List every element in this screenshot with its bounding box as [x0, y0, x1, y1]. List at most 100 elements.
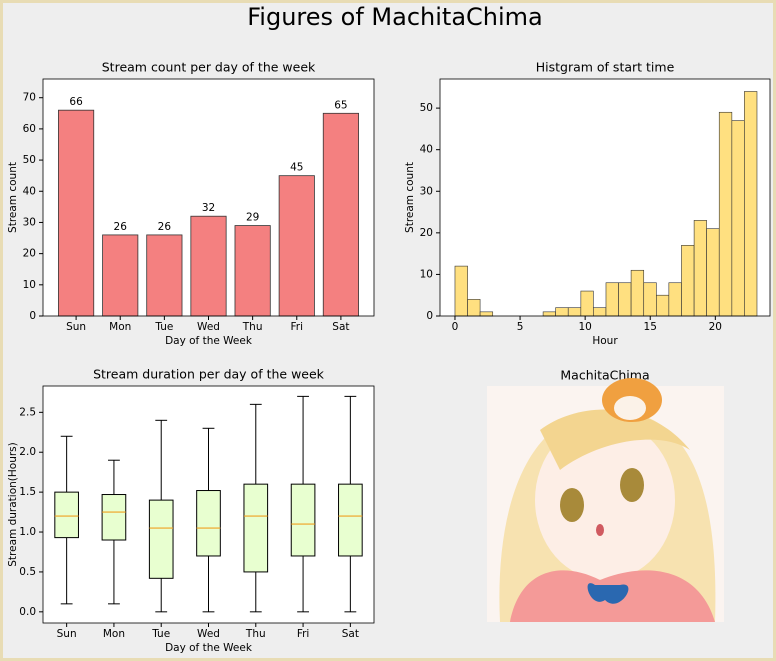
value-label: 45: [290, 162, 303, 174]
y-tick-label: 10: [23, 279, 36, 291]
y-tick-label: 40: [420, 144, 433, 156]
bar: [706, 228, 720, 317]
bar: [58, 109, 95, 317]
box: [148, 499, 174, 579]
y-tick-label: 1.5: [19, 486, 36, 498]
bar: [234, 225, 271, 317]
y-axis-label: Stream duration(Hours): [7, 442, 19, 566]
bar: [190, 215, 227, 317]
axes-frame: [42, 385, 375, 624]
bar: [643, 282, 657, 317]
y-tick-label: 30: [23, 216, 36, 228]
bar: [681, 245, 695, 317]
x-tick-label: Tue: [151, 628, 170, 640]
bar: [102, 234, 139, 317]
bar: [467, 299, 481, 317]
ribbon: [587, 583, 629, 604]
y-tick-label: 30: [420, 185, 433, 197]
chart-title: Stream duration per day of the week: [93, 367, 325, 382]
bar: [668, 282, 682, 317]
x-tick-label: Wed: [197, 321, 220, 333]
y-tick-label: 60: [23, 123, 36, 135]
axes-frame: [42, 78, 375, 317]
chart-title: Stream count per day of the week: [102, 60, 316, 75]
y-tick-label: 1.0: [19, 526, 36, 538]
bar: [605, 282, 619, 317]
bar: [630, 269, 645, 317]
bar: [542, 311, 556, 317]
bar: [618, 282, 632, 317]
x-tick-label: 5: [517, 321, 524, 333]
bar: [656, 294, 670, 317]
value-label: 26: [114, 221, 128, 233]
y-axis-label: Stream count: [7, 162, 19, 233]
eye: [620, 468, 644, 502]
bar: [567, 307, 582, 317]
y-tick-label: 0.5: [19, 566, 36, 578]
y-tick-label: 40: [23, 185, 36, 197]
x-tick-label: Sun: [66, 321, 86, 333]
box: [196, 490, 221, 557]
x-axis-label: Day of the Week: [165, 335, 253, 347]
box: [54, 491, 79, 539]
y-axis-label: Stream count: [404, 162, 416, 233]
bar: [146, 234, 183, 317]
figure-title: Figures of MachitaChima: [247, 3, 543, 31]
value-label: 66: [69, 96, 83, 108]
x-tick-label: Thu: [242, 321, 263, 333]
value-label: 32: [202, 202, 215, 214]
y-tick-label: 0.0: [19, 606, 36, 618]
x-tick-label: Mon: [103, 628, 125, 640]
y-tick-label: 70: [23, 92, 36, 104]
bar: [479, 311, 494, 317]
bar: [731, 120, 745, 317]
x-tick-label: Sun: [57, 628, 77, 640]
y-tick-label: 20: [420, 227, 433, 239]
y-tick-label: 50: [23, 154, 36, 166]
x-tick-label: 15: [644, 321, 657, 333]
y-tick-label: 20: [23, 248, 36, 260]
bar: [454, 265, 468, 317]
y-tick-label: 0: [29, 310, 36, 322]
box: [101, 494, 127, 541]
bar: [580, 290, 594, 317]
bangs: [540, 409, 690, 470]
x-tick-label: Sat: [332, 321, 349, 333]
box: [290, 483, 316, 557]
y-tick-label: 10: [420, 268, 433, 280]
bar: [693, 220, 707, 317]
value-label: 29: [246, 212, 259, 224]
box: [243, 483, 269, 573]
y-tick-label: 50: [420, 102, 433, 114]
pet-face: [614, 396, 646, 420]
x-tick-label: 10: [578, 321, 591, 333]
x-tick-label: Mon: [109, 321, 131, 333]
bar: [322, 112, 359, 317]
bar: [718, 111, 733, 317]
bar: [744, 91, 758, 317]
value-label: 26: [158, 221, 172, 233]
eye: [560, 488, 584, 522]
x-tick-label: Fri: [291, 321, 304, 333]
x-tick-label: 20: [709, 321, 722, 333]
bar: [593, 307, 607, 317]
chart-title: Histgram of start time: [536, 60, 675, 75]
box: [338, 483, 363, 557]
y-tick-label: 2.5: [19, 406, 36, 418]
x-tick-label: Sat: [342, 628, 359, 640]
x-tick-label: Thu: [245, 628, 266, 640]
bar: [555, 307, 569, 317]
x-axis-label: Day of the Week: [165, 642, 253, 654]
value-label: 65: [334, 99, 347, 111]
axes-frame: [439, 78, 771, 317]
x-axis-label: Hour: [592, 335, 618, 347]
portrait: [487, 378, 724, 622]
y-tick-label: 0: [426, 310, 433, 322]
x-tick-label: Tue: [154, 321, 173, 333]
y-tick-label: 2.0: [19, 446, 36, 458]
mouth: [596, 524, 604, 536]
bar: [278, 175, 315, 317]
x-tick-label: Fri: [297, 628, 310, 640]
